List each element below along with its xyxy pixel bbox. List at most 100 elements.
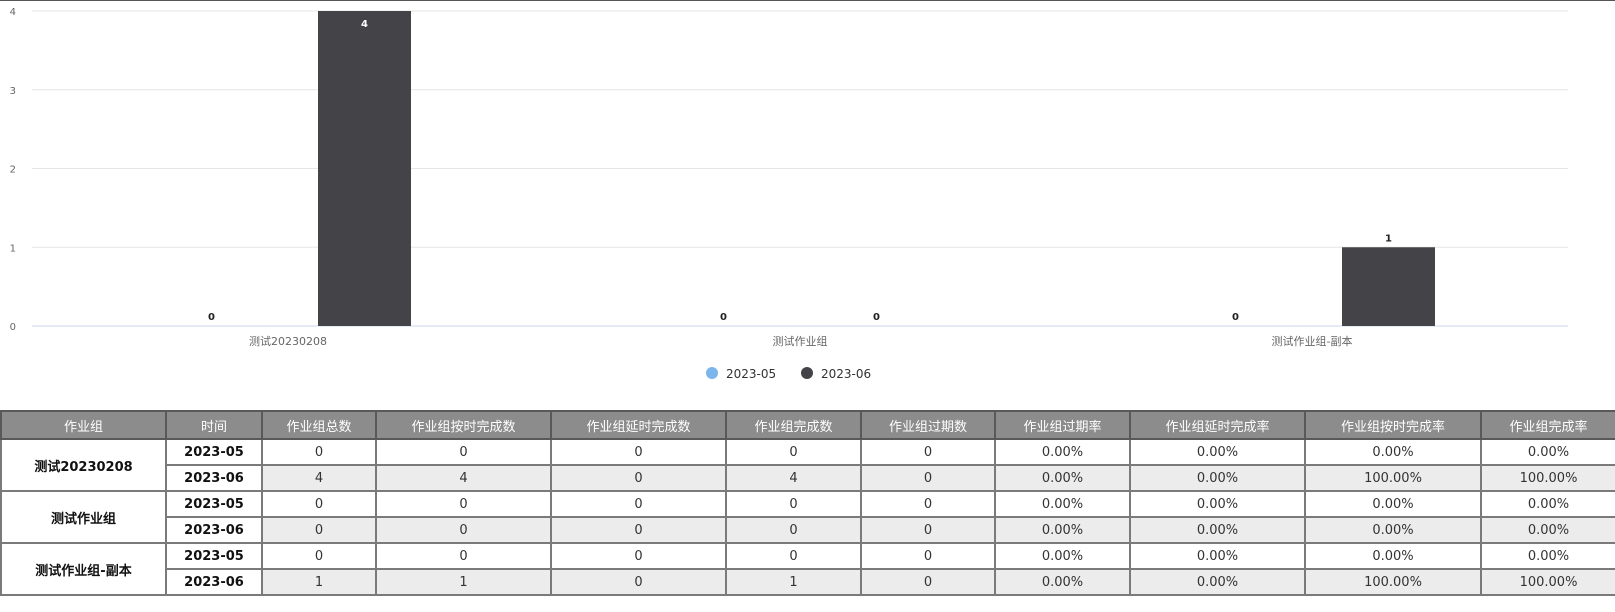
legend-item: 2023-05 [726,367,776,381]
table-cell: 0 [550,516,727,544]
time-cell: 2023-05 [165,438,263,466]
table-row: 2023-06 0 0 0 0 0 0.00% 0.00% 0.00% 0.00% [1,516,1615,544]
table-row: 2023-06 4 4 0 4 0 0.00% 0.00% 100.00% 100.00% [1,464,1615,492]
table-cell: 1 [261,568,377,596]
table-cell: 0.00% [1480,516,1615,544]
data-label: 0 [1232,312,1239,323]
table-cell: 1 [375,568,552,596]
table-cell: 0.00% [1480,542,1615,570]
table-cell: 0.00% [1304,490,1482,518]
table-cell: 0.00% [1129,516,1306,544]
table-row: 2023-06 1 1 0 1 0 0.00% 0.00% 100.00% 100.00% [1,568,1615,596]
table-cell: 0.00% [1129,490,1306,518]
table-cell: 0.00% [1304,542,1482,570]
y-tick-label: 3 [10,86,16,97]
time-cell: 2023-06 [165,568,263,596]
table-cell: 100.00% [1480,568,1615,596]
header-ontime-count[interactable]: 作业组按时完成数 [375,410,552,440]
header-delayed-count[interactable]: 作业组延时完成数 [550,410,727,440]
time-cell: 2023-06 [165,516,263,544]
header-ontime-rate[interactable]: 作业组按时完成率 [1304,410,1482,440]
legend-marker-icon [801,367,813,379]
table-cell: 0.00% [1304,438,1482,466]
x-category-label: 测试作业组 [773,334,828,348]
table-cell: 0 [860,542,996,570]
legend-marker-icon [706,367,718,379]
table-cell: 0 [725,438,862,466]
data-label: 0 [208,312,215,323]
y-tick-label: 0 [10,322,16,333]
table-cell: 0 [725,542,862,570]
table-cell: 4 [375,464,552,492]
table-cell: 0.00% [994,568,1131,596]
table-cell: 0.00% [1480,438,1615,466]
y-tick-label: 1 [10,243,16,254]
table-cell: 0 [860,438,996,466]
table-cell: 0 [261,490,377,518]
table-cell: 100.00% [1304,568,1482,596]
header-expired-rate[interactable]: 作业组过期率 [994,410,1131,440]
table-cell: 0 [860,464,996,492]
table-cell: 0.00% [994,438,1131,466]
table-row: 测试作业组 2023-05 0 0 0 0 0 0.00% 0.00% 0.00% 0.00% [0,490,1615,544]
table-cell: 0 [550,568,727,596]
header-delayed-rate[interactable]: 作业组延时完成率 [1129,410,1306,440]
table-cell: 1 [725,568,862,596]
table-cell: 0 [550,464,727,492]
table-cell: 0.00% [994,516,1131,544]
header-time[interactable]: 时间 [165,410,263,440]
table-cell: 0 [550,542,727,570]
group-name-cell: 测试作业组-副本 [0,542,167,596]
y-tick-label: 4 [10,7,16,18]
table-cell: 0 [375,516,552,544]
header-total[interactable]: 作业组总数 [261,410,377,440]
table-cell: 0 [550,438,727,466]
table-row: 测试20230208 2023-05 0 0 0 0 0 0.00% 0.00% 0.00% 0.0… [0,438,1615,492]
table-cell: 0.00% [1129,438,1306,466]
table-cell: 0 [860,516,996,544]
table-cell: 0 [860,490,996,518]
data-label: 4 [361,19,368,30]
table-cell: 0.00% [1129,464,1306,492]
statistics-table: 作业组 时间 作业组总数 作业组按时完成数 作业组延时完成数 作业组完成数 作业… [0,410,1615,596]
group-name-cell: 测试作业组 [0,490,167,544]
group-name-cell: 测试20230208 [0,438,167,492]
header-expired-count[interactable]: 作业组过期数 [860,410,996,440]
table-cell: 0 [375,490,552,518]
chart-svg: 0 1 2 3 4 测试20230208 0 4 测试作业组 0 0 测试作业组-副本 0 1 2023-0… [0,0,1615,381]
x-category-label: 测试作业组-副本 [1272,334,1353,348]
table-header-row: 作业组 时间 作业组总数 作业组按时完成数 作业组延时完成数 作业组完成数 作业… [0,410,1615,440]
legend-item: 2023-06 [821,367,871,381]
time-cell: 2023-05 [165,542,263,570]
bar [1342,247,1435,326]
table-cell: 0 [261,438,377,466]
table-cell: 0.00% [994,464,1131,492]
table-cell: 0 [261,516,377,544]
bar [318,11,411,326]
table-cell: 100.00% [1304,464,1482,492]
table-cell: 0.00% [1129,568,1306,596]
table-cell: 0.00% [994,490,1131,518]
table-cell: 0 [375,438,552,466]
header-completed-count[interactable]: 作业组完成数 [725,410,862,440]
data-label: 0 [873,312,880,323]
table-cell: 100.00% [1480,464,1615,492]
table-cell: 4 [725,464,862,492]
table-cell: 4 [261,464,377,492]
data-label: 1 [1385,233,1392,244]
table-cell: 0.00% [1480,490,1615,518]
table-cell: 0 [725,516,862,544]
y-tick-label: 2 [10,165,16,176]
table-cell: 0.00% [1304,516,1482,544]
table-cell: 0 [375,542,552,570]
table-cell: 0 [860,568,996,596]
table-cell: 0 [550,490,727,518]
table-cell: 0 [261,542,377,570]
header-group[interactable]: 作业组 [0,410,167,440]
x-category-label: 测试20230208 [249,335,327,348]
time-cell: 2023-06 [165,464,263,492]
table-cell: 0 [725,490,862,518]
time-cell: 2023-05 [165,490,263,518]
header-completed-rate[interactable]: 作业组完成率 [1480,410,1615,440]
table-cell: 0.00% [1129,542,1306,570]
